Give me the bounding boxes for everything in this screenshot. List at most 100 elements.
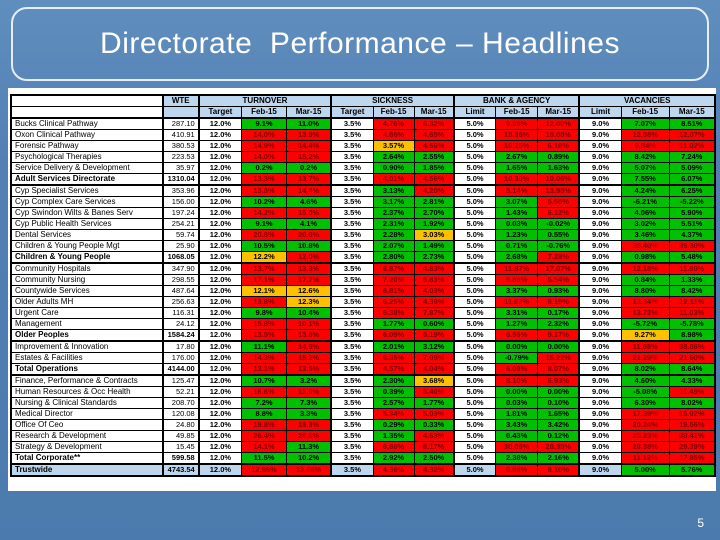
metric-cell: 16.8%	[241, 386, 287, 398]
metric-cell: 14.0%	[241, 151, 287, 163]
metric-cell: 19.8%	[241, 419, 287, 431]
metric-cell: 12.00%	[537, 117, 580, 130]
metric-cell: 5.0%	[452, 463, 497, 477]
metric-cell: 3.5%	[330, 218, 374, 230]
metric-cell: 10.06%	[537, 173, 580, 186]
metric-cell: -5.78%	[668, 318, 716, 330]
table-row: Finance, Performance & Contracts 125.47 12…	[10, 374, 716, 387]
metric-cell: 3.5%	[330, 318, 374, 330]
row-label: Adult Services Directorate	[10, 173, 164, 186]
metric-cell: 6.25%	[372, 296, 415, 308]
wte-value: 59.74	[161, 229, 200, 241]
metric-cell: 4.37%	[668, 229, 716, 241]
metric-cell: 3.5%	[330, 296, 374, 308]
metric-cell: 1.77%	[413, 397, 455, 409]
metric-cell: 12.0%	[197, 173, 243, 186]
metric-cell: 6.86%	[372, 441, 415, 453]
sub-header: Feb-15	[372, 106, 415, 119]
metric-cell: 12.0%	[197, 352, 243, 364]
metric-cell: 12.0%	[197, 184, 243, 197]
metric-cell: 12.0%	[197, 397, 243, 409]
table-row: Medical Director 120.08 12.0% 8.8% 3.3% 3.5% 5…	[10, 408, 716, 420]
metric-cell: 3.5%	[330, 441, 374, 453]
metric-cell: 13.5%	[285, 363, 332, 376]
metric-cell: 4.20%	[413, 184, 455, 197]
metric-cell: 2.57%	[372, 397, 415, 409]
table-row: Cyp Public Health Services 254.21 12.0% 9.1…	[10, 218, 716, 230]
wte-value: 353.96	[161, 184, 200, 197]
row-label: Cyp Complex Care Services	[10, 196, 164, 208]
metric-cell: 0.93%	[537, 285, 580, 297]
metric-cell: 28.6%	[285, 430, 332, 442]
metric-cell: 5.03%	[413, 408, 455, 420]
metric-cell: 12.0%	[197, 296, 243, 308]
metric-cell: 15.2%	[285, 151, 332, 163]
metric-cell: 11.1%	[241, 340, 287, 353]
metric-cell: 28.35%	[537, 441, 580, 453]
sub-header: Feb-15	[241, 106, 287, 119]
metric-cell: 9.0%	[578, 151, 622, 163]
wte-value: 125.47	[161, 374, 200, 387]
metric-cell: 6.32%	[413, 117, 455, 130]
metric-cell: 5.48%	[668, 251, 716, 264]
metric-cell: 5.34%	[372, 408, 415, 420]
group-header-row: WTE TURNOVER SICKNESS BANK & AGENCY VACANCIE…	[10, 94, 716, 107]
metric-cell: 4.24%	[620, 184, 670, 197]
row-label: Older Adults MH	[10, 296, 164, 308]
metric-cell: 3.5%	[330, 262, 374, 275]
metric-cell: -5.72%	[620, 318, 670, 330]
metric-cell: 6.38%	[372, 307, 415, 319]
metric-cell: 5.90%	[668, 207, 716, 219]
metric-cell: 12.0%	[197, 274, 243, 286]
wte-value: 287.10	[161, 117, 200, 130]
metric-cell: 9.0%	[578, 207, 622, 219]
metric-cell: 4.56%	[413, 173, 455, 186]
metric-cell: 17.1%	[241, 274, 287, 286]
metric-cell: 10.4%	[285, 307, 332, 319]
row-label: Cyp Specialist Services	[10, 184, 164, 197]
metric-cell: 7.2%	[241, 397, 287, 409]
metric-cell: 3.5%	[330, 274, 374, 286]
performance-table: WTE TURNOVER SICKNESS BANK & AGENCY VACANCIE…	[10, 94, 716, 477]
wte-value: 254.21	[161, 218, 200, 230]
metric-cell: 4.32%	[413, 463, 455, 477]
row-label: Trustwide	[10, 463, 164, 477]
metric-cell: 7.07%	[620, 117, 670, 130]
row-label: Human Resources & Occ Health	[10, 386, 164, 398]
wte-value: 1068.05	[161, 251, 200, 264]
metric-cell: 9.0%	[578, 229, 622, 241]
metric-cell: 12.08%	[620, 129, 670, 141]
metric-cell: 19.56%	[668, 419, 716, 431]
row-label: Cyp Public Health Services	[10, 218, 164, 230]
metric-cell: 0.2%	[241, 162, 287, 174]
metric-cell: 9.0%	[578, 374, 622, 387]
metric-cell: 0.00%	[537, 386, 580, 398]
metric-cell: 12.0%	[197, 196, 243, 208]
table-row: Improvement & Innovation 17.80 12.0% 11.1% 1…	[10, 340, 716, 353]
metric-cell: 12.2%	[241, 251, 287, 264]
metric-cell: 5.0%	[452, 274, 497, 286]
metric-cell: 5.40%	[413, 386, 455, 398]
row-label: Research & Development	[10, 430, 164, 442]
metric-cell: -6.21%	[620, 196, 670, 208]
metric-cell: 3.5%	[330, 386, 374, 398]
metric-cell: 13.8%	[285, 329, 332, 342]
wte-value: 298.55	[161, 274, 200, 286]
sub-header: Mar-15	[537, 106, 580, 119]
row-label: Psychological Therapies	[10, 151, 164, 163]
table-row: Strategy & Development 15.45 12.0% 14.1% 11.…	[10, 441, 716, 453]
metric-cell: 9.25%	[495, 117, 539, 130]
metric-cell: 9.0%	[578, 452, 622, 465]
wte-value: 1584.24	[161, 329, 200, 342]
wte-value: 223.53	[161, 151, 200, 163]
metric-cell: 15.36%	[495, 129, 539, 141]
metric-cell: 12.0%	[197, 207, 243, 219]
table-row: Community Nursing 298.55 12.0% 17.1% 17.7% 3.…	[10, 274, 716, 286]
metric-cell: 5.0%	[452, 218, 497, 230]
metric-cell: -0.02%	[537, 218, 580, 230]
metric-cell: 3.5%	[330, 196, 374, 208]
col-group-header: VACANCIES	[578, 94, 716, 107]
metric-cell: 2.67%	[495, 151, 539, 163]
metric-cell: 3.5%	[330, 251, 374, 264]
table-row: Trustwide 4743.54 12.0% 12.95% 13.06% 3.5% 4.3…	[10, 463, 716, 477]
